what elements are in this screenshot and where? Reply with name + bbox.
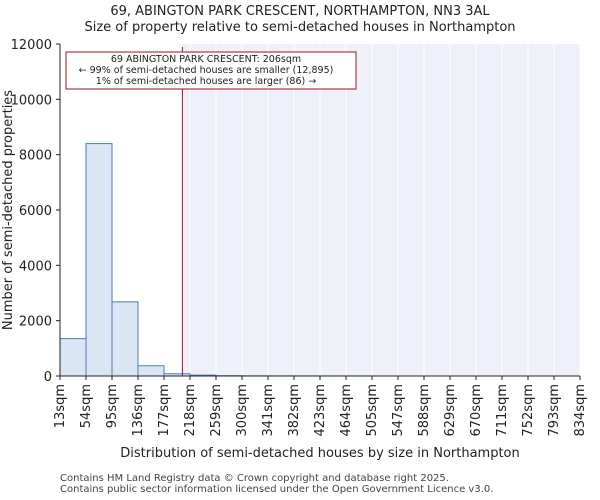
footer-licence: Contains public sector information licen… <box>60 484 494 495</box>
chart-subtitle: Size of property relative to semi-detach… <box>84 20 516 35</box>
y-tick-label: 12000 <box>11 38 52 53</box>
y-tick-label: 2000 <box>19 315 52 330</box>
x-tick-label: 13sqm <box>53 384 68 428</box>
y-tick-label: 8000 <box>19 149 52 164</box>
x-tick-label: 136sqm <box>131 384 146 437</box>
annotation-line: 1% of semi-detached houses are larger (8… <box>96 76 316 87</box>
y-tick-label: 10000 <box>11 93 52 108</box>
larger-region-shade <box>182 44 580 376</box>
x-tick-label: 54sqm <box>79 384 94 428</box>
annotation-line: 69 ABINGTON PARK CRESCENT: 206sqm <box>111 54 301 65</box>
histogram-bar <box>111 301 139 377</box>
x-tick-label: 752sqm <box>521 384 536 437</box>
x-tick-label: 341sqm <box>261 384 276 437</box>
histogram-bar <box>137 365 165 377</box>
x-tick-label: 505sqm <box>365 384 380 437</box>
x-tick-label: 95sqm <box>105 384 120 428</box>
x-tick-label: 629sqm <box>443 384 458 437</box>
x-axis-title: Distribution of semi-detached houses by … <box>120 446 520 461</box>
x-tick-label: 588sqm <box>417 384 432 437</box>
footer-copyright: Contains HM Land Registry data © Crown c… <box>60 473 449 484</box>
y-tick-label: 0 <box>44 370 52 385</box>
histogram-chart: 0 2000 4000 6000 8000 10000 12000 13sqm 54sqm 95s… <box>1 38 588 461</box>
histogram-bar <box>59 338 87 377</box>
x-tick-label: 218sqm <box>183 384 198 437</box>
x-tick-label: 423sqm <box>313 384 328 437</box>
x-tick-label: 711sqm <box>495 384 510 437</box>
x-tick-label: 259sqm <box>209 384 224 437</box>
x-tick-label: 670sqm <box>469 384 484 437</box>
annotation-box <box>65 51 357 90</box>
y-tick-label: 6000 <box>19 204 52 219</box>
y-axis-title: Number of semi-detached properties <box>1 90 16 330</box>
x-tick-label: 793sqm <box>547 384 562 437</box>
x-tick-label: 464sqm <box>339 384 354 437</box>
chart-title: 69, ABINGTON PARK CRESCENT, NORTHAMPTON,… <box>110 4 490 19</box>
x-tick-label: 547sqm <box>391 384 406 437</box>
x-tick-label: 382sqm <box>287 384 302 437</box>
histogram-bar <box>85 143 113 377</box>
x-tick-label: 177sqm <box>157 384 172 437</box>
x-tick-label: 834sqm <box>573 384 588 437</box>
x-tick-label: 300sqm <box>235 384 250 437</box>
y-tick-label: 4000 <box>19 259 52 274</box>
annotation-line: ← 99% of semi-detached houses are smalle… <box>79 65 334 76</box>
